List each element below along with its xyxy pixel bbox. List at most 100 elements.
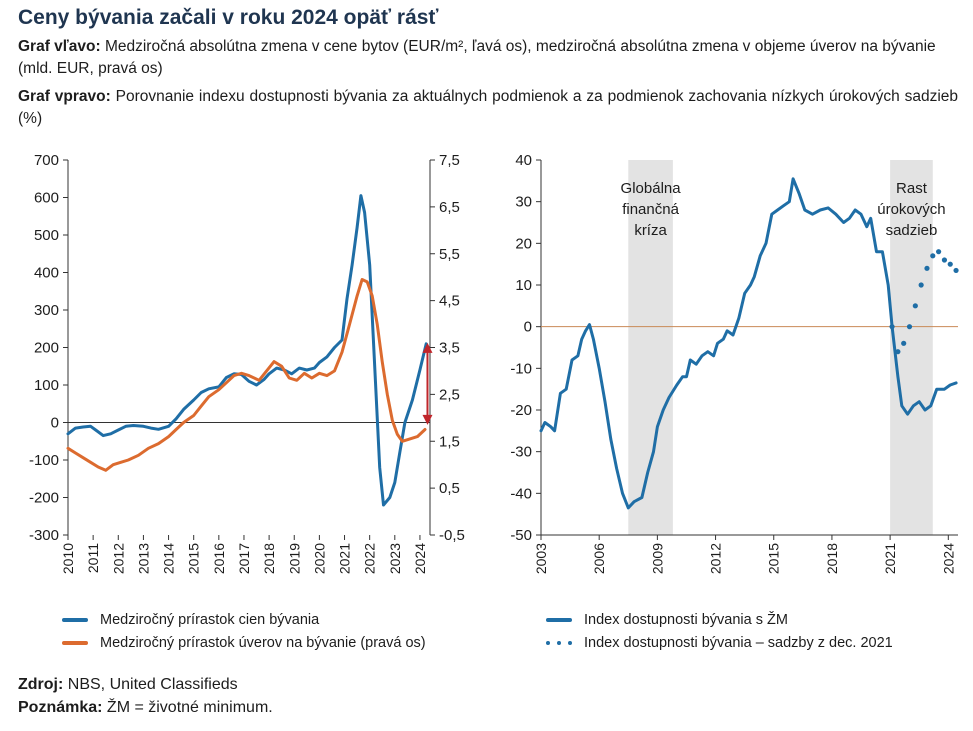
- y-tick-label: 20: [515, 235, 532, 252]
- y-tick-label: 600: [34, 190, 59, 207]
- source-label: Zdroj:: [18, 676, 64, 693]
- y-tick-label: -100: [29, 452, 59, 469]
- legend-item-price: Medziročný prírastok cien bývania: [62, 608, 426, 631]
- legend-label: Medziročný prírastok úverov na bývanie (…: [100, 634, 426, 651]
- x-tick-label: 2022: [362, 543, 378, 574]
- y-tick-label: -200: [29, 490, 59, 507]
- annotation-arrow-head-bottom: [422, 414, 433, 425]
- x-tick-label: 2021: [882, 543, 898, 574]
- x-tick-label: 2003: [533, 543, 549, 574]
- subtitle-right-label: Graf vpravo:: [18, 88, 111, 105]
- y2-tick-label: 7,5: [439, 152, 460, 169]
- series-point-dec2021: [924, 265, 930, 271]
- y2-tick-label: 3,5: [439, 340, 460, 357]
- x-tick-label: 2011: [85, 543, 101, 573]
- y-tick-label: -30: [510, 444, 532, 461]
- series-point-dec2021: [936, 249, 942, 255]
- legend-label: Index dostupnosti bývania s ŽM: [584, 611, 788, 628]
- legend-right: Index dostupnosti bývania s ŽM Index dos…: [546, 608, 893, 654]
- y-tick-label: -20: [510, 402, 532, 419]
- x-tick-label: 2017: [236, 543, 252, 574]
- footnote-label: Poznámka:: [18, 699, 103, 716]
- y-tick-label: 10: [515, 277, 532, 294]
- footnote-text: ŽM = životné minimum.: [102, 699, 273, 716]
- y-tick-label: 300: [34, 302, 59, 319]
- figure-title: Ceny bývania začali v roku 2024 opäť rás…: [18, 6, 439, 29]
- x-tick-label: 2024: [412, 543, 428, 574]
- y-tick-label: 200: [34, 340, 59, 357]
- y2-tick-label: 0,5: [439, 480, 460, 497]
- y2-tick-label: -0,5: [439, 527, 465, 544]
- series-point-dec2021: [930, 253, 936, 259]
- legend-swatch-blue: [546, 617, 572, 622]
- x-tick-label: 2013: [135, 543, 151, 574]
- x-tick-label: 2018: [824, 543, 840, 574]
- shaded-period-label: Globálna: [621, 180, 682, 197]
- x-tick-label: 2006: [591, 543, 607, 574]
- shaded-period-label: kríza: [634, 222, 667, 239]
- shaded-period-label: úrokových: [877, 201, 945, 218]
- subtitle-left-label: Graf vľavo:: [18, 38, 101, 55]
- y-tick-label: 500: [34, 227, 59, 244]
- y-tick-label: -10: [510, 360, 532, 377]
- y-tick-label: -40: [510, 485, 532, 502]
- x-tick-label: 2023: [387, 543, 403, 574]
- series-point-dec2021: [953, 267, 959, 274]
- legend-left: Medziročný prírastok cien bývania Medzir…: [62, 608, 426, 654]
- y-tick-label: 0: [51, 415, 59, 432]
- x-tick-label: 2012: [708, 543, 724, 574]
- series-line-prices: [66, 194, 428, 507]
- series-point-dec2021: [912, 303, 918, 309]
- x-tick-label: 2014: [161, 543, 177, 574]
- x-tick-label: 2009: [649, 543, 665, 574]
- series-line-affordability: [539, 177, 958, 510]
- x-tick-label: 2016: [211, 543, 227, 574]
- legend-item-loans: Medziročný prírastok úverov na bývanie (…: [62, 631, 426, 654]
- x-tick-label: 2024: [940, 543, 956, 574]
- subtitle-left-chart: Graf vľavo: Medziročná absolútna zmena v…: [18, 36, 958, 80]
- legend-swatch-dotted: [546, 640, 572, 645]
- x-tick-label: 2021: [337, 543, 353, 574]
- x-tick-label: 2012: [110, 543, 126, 574]
- legend-swatch-orange: [62, 640, 88, 645]
- x-tick-label: 2015: [186, 543, 202, 574]
- y2-tick-label: 5,5: [439, 246, 460, 263]
- y2-tick-label: 1,5: [439, 433, 460, 450]
- subtitle-left-text: Medziročná absolútna zmena v cene bytov …: [18, 38, 936, 77]
- x-tick-label: 2018: [261, 543, 277, 574]
- x-tick-label: 2010: [60, 543, 76, 574]
- shaded-period: [628, 160, 673, 535]
- series-point-dec2021: [889, 324, 895, 330]
- shaded-period-label: sadzieb: [886, 222, 938, 239]
- subtitle-right-text: Porovnanie indexu dostupnosti bývania za…: [18, 88, 959, 127]
- y-tick-label: 0: [524, 319, 532, 336]
- legend-item-index-dec2021: Index dostupnosti bývania – sadzby z dec…: [546, 631, 893, 654]
- series-point-dec2021: [941, 257, 948, 263]
- x-tick-label: 2020: [311, 543, 327, 574]
- x-tick-label: 2015: [766, 543, 782, 574]
- y2-tick-label: 6,5: [439, 199, 460, 216]
- x-tick-label: 2019: [286, 543, 302, 574]
- series-point-dec2021: [895, 349, 901, 355]
- y-tick-label: 40: [515, 152, 532, 169]
- shaded-period: [890, 160, 933, 535]
- shaded-period-label: finančná: [622, 201, 679, 218]
- y-tick-label: 700: [34, 152, 59, 169]
- series-point-dec2021: [906, 324, 913, 330]
- source-text: NBS, United Classifieds: [63, 676, 238, 693]
- y-tick-label: 100: [34, 377, 59, 394]
- series-point-dec2021: [901, 340, 907, 346]
- y-tick-label: 30: [515, 194, 532, 211]
- y-tick-label: -300: [29, 527, 59, 544]
- footnote: Poznámka: ŽM = životné minimum.: [18, 699, 273, 717]
- subtitle-right-chart: Graf vpravo: Porovnanie indexu dostupnos…: [18, 86, 958, 130]
- legend-label: Index dostupnosti bývania – sadzby z dec…: [584, 634, 893, 651]
- series-point-dec2021: [947, 261, 953, 267]
- series-point-dec2021: [918, 282, 924, 288]
- y-tick-label: 400: [34, 265, 59, 282]
- legend-item-index: Index dostupnosti bývania s ŽM: [546, 608, 893, 631]
- annotation-arrow-head-top: [422, 342, 433, 353]
- legend-swatch-blue: [62, 617, 88, 622]
- source-note: Zdroj: NBS, United Classifieds: [18, 676, 238, 694]
